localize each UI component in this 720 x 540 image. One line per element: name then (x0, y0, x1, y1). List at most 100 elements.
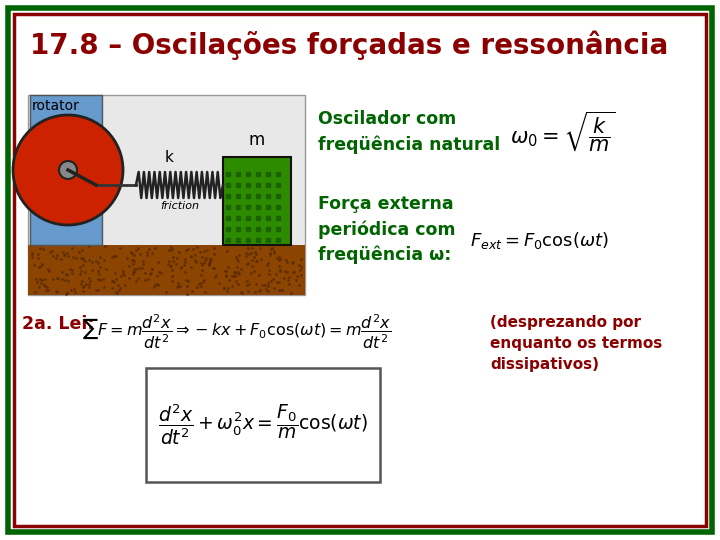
Point (117, 267, 129, 275)
Point (179, 268, 191, 276)
Point (274, 254, 286, 263)
Point (243, 250, 255, 259)
Point (171, 260, 182, 268)
Point (233, 269, 245, 278)
Point (221, 267, 233, 276)
Point (185, 263, 197, 272)
Point (84, 280, 95, 288)
Point (127, 259, 139, 268)
Point (51, 287, 63, 296)
Point (107, 277, 119, 286)
Point (126, 249, 138, 258)
Point (108, 251, 120, 260)
Point (35, 279, 46, 287)
Point (63, 276, 74, 285)
Point (275, 267, 287, 275)
Point (55, 268, 67, 276)
Point (167, 253, 179, 261)
Point (77, 253, 89, 262)
Point (84, 283, 95, 292)
Point (33, 283, 45, 292)
Point (222, 263, 233, 272)
Point (86, 266, 98, 274)
Point (92, 259, 104, 267)
Point (248, 266, 259, 275)
Bar (28, 245, 305, 295)
Point (101, 265, 112, 273)
Point (264, 251, 276, 259)
Point (166, 276, 177, 285)
Point (181, 289, 192, 298)
Bar (30, 95, 102, 245)
Text: Força externa
periódica com
freqüência ω:: Força externa periódica com freqüência ω… (318, 195, 456, 265)
Point (46, 247, 58, 255)
Point (220, 272, 232, 280)
Point (269, 284, 280, 292)
Point (164, 262, 176, 271)
Point (271, 253, 283, 262)
Point (181, 281, 192, 290)
Point (86, 258, 98, 266)
Point (218, 284, 230, 292)
Point (271, 278, 282, 287)
Point (233, 280, 244, 288)
Point (83, 256, 94, 265)
Point (270, 270, 282, 279)
Point (130, 276, 142, 285)
Point (93, 266, 104, 275)
Point (152, 280, 163, 288)
Point (74, 269, 86, 278)
Point (66, 269, 78, 278)
Point (229, 272, 240, 280)
Text: friction: friction (160, 201, 199, 211)
Point (110, 288, 122, 296)
Point (166, 272, 177, 280)
Point (269, 248, 280, 257)
Point (135, 249, 146, 258)
Point (112, 280, 124, 289)
Point (181, 275, 192, 284)
Point (151, 272, 163, 280)
Point (240, 252, 251, 260)
Point (65, 265, 76, 273)
Point (137, 257, 148, 266)
Point (235, 265, 247, 274)
Point (171, 253, 183, 262)
Point (209, 244, 220, 253)
Point (263, 279, 274, 288)
Point (110, 274, 122, 283)
Point (127, 269, 139, 278)
Point (186, 287, 198, 295)
Point (221, 247, 233, 256)
Point (226, 282, 238, 291)
Text: $\dfrac{d^2x}{dt^2} + \omega_0^2 x = \dfrac{F_0}{m}\cos(\omega t)$: $\dfrac{d^2x}{dt^2} + \omega_0^2 x = \df… (158, 403, 368, 448)
Point (99, 242, 110, 251)
Point (235, 288, 247, 297)
Point (40, 286, 52, 294)
Text: $\sum F = m\dfrac{d^2x}{dt^2} \Rightarrow -kx + F_0\cos(\omega t) = m\dfrac{d^2x: $\sum F = m\dfrac{d^2x}{dt^2} \Rightarro… (82, 313, 391, 352)
Point (260, 284, 271, 293)
Point (125, 247, 137, 256)
Text: 17.8 – Oscilações forçadas e ressonância: 17.8 – Oscilações forçadas e ressonância (30, 30, 668, 59)
Point (139, 276, 150, 285)
Point (69, 288, 81, 297)
Point (75, 267, 86, 275)
Point (107, 276, 118, 285)
Point (127, 256, 138, 265)
Point (90, 256, 102, 265)
Point (60, 289, 72, 298)
Point (165, 243, 176, 252)
Point (148, 282, 160, 291)
Text: (desprezando por
enquanto os termos
dissipativos): (desprezando por enquanto os termos diss… (490, 315, 662, 372)
Point (248, 253, 260, 261)
Point (39, 274, 50, 283)
Point (133, 264, 145, 272)
Point (175, 264, 186, 273)
Point (243, 244, 254, 252)
Point (178, 260, 189, 269)
Point (213, 278, 225, 287)
Point (167, 257, 179, 266)
Point (31, 274, 42, 283)
Point (27, 250, 38, 259)
Point (77, 260, 89, 269)
